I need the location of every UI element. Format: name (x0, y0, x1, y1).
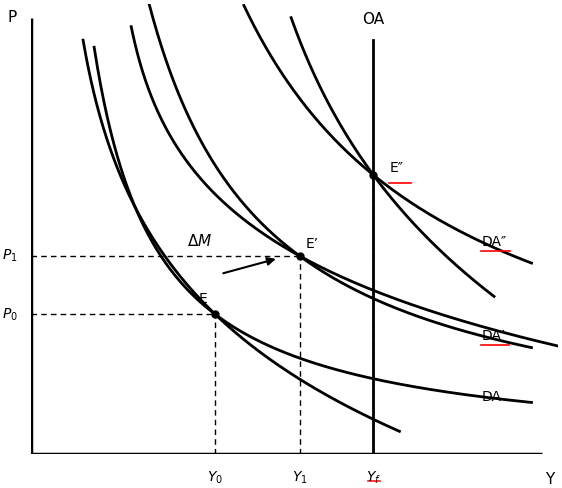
Text: Y: Y (545, 472, 555, 487)
Text: E″: E″ (389, 161, 403, 175)
Text: OA: OA (362, 12, 384, 27)
Text: $Y_f$: $Y_f$ (366, 469, 381, 486)
Text: $P_1$: $P_1$ (2, 248, 18, 264)
Text: $Y_1$: $Y_1$ (292, 469, 307, 486)
Text: $\Delta \mathit{M}$: $\Delta \mathit{M}$ (187, 233, 212, 249)
Text: $P_0$: $P_0$ (2, 306, 18, 323)
Text: $Y_0$: $Y_0$ (207, 469, 223, 486)
Text: DA″: DA″ (482, 235, 506, 249)
Text: DA’: DA’ (482, 329, 506, 343)
Text: E’: E’ (306, 238, 319, 251)
Text: DA: DA (482, 390, 501, 404)
Text: P: P (8, 10, 17, 25)
Text: E: E (199, 292, 207, 306)
